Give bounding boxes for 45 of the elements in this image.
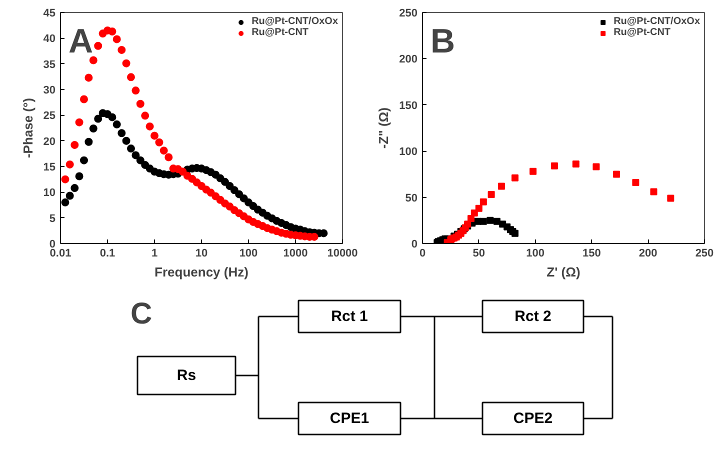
legend-label: Ru@Pt-CNT: [614, 27, 671, 38]
chart-title: B: [430, 22, 456, 60]
x-tick-label: 150: [582, 248, 601, 260]
y-axis-title: -Phase (°): [20, 98, 36, 158]
legend-label: Ru@Pt-CNT: [252, 27, 309, 38]
y-tick-label: 25: [43, 110, 56, 122]
y-tick-label: 250: [399, 8, 418, 20]
x-tick-label: 10: [195, 248, 208, 260]
y-tick-label: 50: [405, 192, 418, 204]
legend-label: Ru@Pt-CNT/OxOx: [252, 16, 338, 27]
text: Rs: [176, 367, 196, 384]
text: Rct 1: [331, 308, 368, 325]
x-tick-label: 50: [472, 248, 486, 260]
y-tick-label: 0: [411, 238, 418, 250]
text: C: [130, 298, 152, 330]
text: CPE2: [513, 410, 553, 427]
y-tick-label: 200: [399, 54, 418, 66]
text: Rct 2: [514, 308, 552, 325]
y-tick-label: 20: [43, 136, 56, 148]
x-tick-label: 100: [239, 248, 258, 260]
y-tick-label: 45: [43, 8, 56, 20]
y-tick-label: 0: [49, 238, 56, 250]
x-tick-label: 10000: [327, 248, 358, 260]
y-tick-label: 40: [43, 33, 56, 46]
y-tick-label: 15: [43, 162, 56, 174]
legend-label: Ru@Pt-CNT/OxOx: [614, 16, 700, 27]
x-axis-title: Frequency (Hz): [154, 264, 248, 280]
x-axis-title: Z' (Ω): [546, 264, 580, 280]
text: CPE1: [330, 410, 370, 427]
y-tick-label: 10: [43, 187, 56, 200]
y-tick-label: 100: [399, 146, 418, 158]
y-tick-label: 30: [43, 84, 56, 96]
chart-title: A: [68, 22, 94, 60]
y-axis-title: -Z" (Ω): [376, 107, 392, 149]
x-tick-label: 100: [526, 248, 544, 260]
x-tick-label: 250: [695, 248, 714, 260]
y-tick-label: 35: [43, 58, 56, 71]
x-tick-label: 200: [638, 248, 658, 260]
x-tick-label: 0.01: [50, 248, 72, 260]
x-tick-label: 1: [151, 248, 158, 260]
x-tick-label: 1000: [283, 248, 308, 260]
y-tick-label: 5: [49, 212, 56, 225]
y-tick-label: 150: [399, 100, 418, 112]
x-tick-label: 0.1: [100, 248, 116, 260]
x-tick-label: 0: [419, 248, 426, 260]
